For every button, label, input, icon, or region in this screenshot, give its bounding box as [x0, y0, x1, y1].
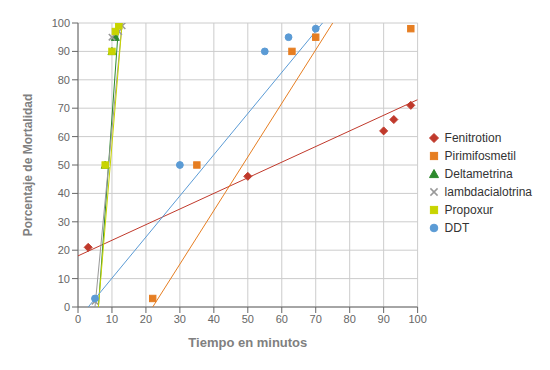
html-text:Propoxur: Propoxur	[444, 203, 494, 217]
html-text:lambdacialotrina: lambdacialotrina	[444, 185, 532, 199]
svg-text:30: 30	[58, 216, 70, 228]
html-text:Deltametrina: Deltametrina	[444, 167, 513, 181]
svg-text:90: 90	[58, 45, 70, 57]
svg-text:80: 80	[344, 313, 356, 325]
svg-text:80: 80	[58, 74, 70, 86]
svg-text:70: 70	[310, 313, 322, 325]
svg-text:10: 10	[106, 313, 118, 325]
svg-text:40: 40	[58, 187, 70, 199]
svg-text:10: 10	[58, 273, 70, 285]
html-text:DDT: DDT	[444, 221, 470, 235]
html-text:Fenitrotion: Fenitrotion	[444, 131, 502, 145]
svg-text:50: 50	[242, 313, 254, 325]
svg-text:100: 100	[52, 17, 70, 29]
svg-text:20: 20	[58, 244, 70, 256]
svg-text:Tiempo en minutos: Tiempo en minutos	[188, 335, 307, 350]
svg-text:0: 0	[64, 301, 70, 313]
svg-text:20: 20	[140, 313, 152, 325]
svg-text:0: 0	[75, 313, 81, 325]
svg-text:40: 40	[208, 313, 220, 325]
svg-text:30: 30	[174, 313, 186, 325]
svg-text:70: 70	[58, 102, 70, 114]
svg-text:50: 50	[58, 159, 70, 171]
svg-text:100: 100	[408, 313, 426, 325]
svg-text:90: 90	[378, 313, 390, 325]
svg-text:60: 60	[276, 313, 288, 325]
html-text:Pirimifosmetil: Pirimifosmetil	[444, 149, 516, 163]
svg-text:Porcentaje de Mortalidad: Porcentaje de Mortalidad	[21, 94, 35, 237]
svg-text:60: 60	[58, 131, 70, 143]
